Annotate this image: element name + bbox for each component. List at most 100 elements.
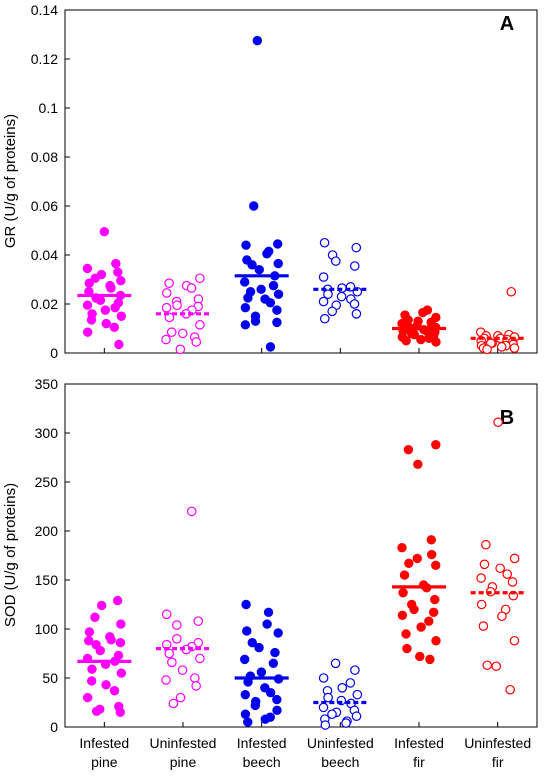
- panel-b-data-point: [495, 563, 505, 574]
- panel-b-data-point: [481, 539, 491, 550]
- panel-a-data-point: [164, 278, 174, 288]
- panel-a-data-point: [166, 327, 177, 337]
- panel-b-data-point: [186, 506, 197, 517]
- panel-b-data-point: [272, 705, 282, 716]
- panel-b-sod: B SOD (U/g of proteins) 0 50 100 150 200 250 3…: [2, 376, 538, 735]
- panel-b-frame: [64, 383, 538, 728]
- panel-a-data-point: [272, 239, 283, 249]
- panel-b-data-point: [243, 717, 253, 727]
- panel-b-data-point: [415, 651, 425, 662]
- panel-b-data-point: [112, 595, 123, 606]
- panel-a-y-axis-title: GR (U/g of proteins): [2, 114, 19, 248]
- panel-b-data-point: [482, 660, 493, 671]
- panel-b-data-marks: [77, 417, 525, 730]
- panel-a-data-point: [318, 296, 329, 307]
- panel-a-data-point: [113, 267, 123, 277]
- x-category-label-line2: fir: [413, 754, 425, 770]
- panel-b-data-point: [351, 711, 362, 722]
- panel-b-data-point: [115, 638, 126, 648]
- panel-b-y-tick-label: 50: [42, 670, 58, 686]
- panel-b-data-point: [479, 559, 490, 570]
- panel-b-data-point: [250, 700, 260, 711]
- x-category-label-line1: Uninfested: [464, 735, 531, 751]
- panel-b-data-point: [399, 570, 410, 580]
- panel-b-data-point: [109, 686, 120, 696]
- panel-b-data-point: [509, 635, 520, 646]
- panel-b-data-point: [84, 636, 94, 646]
- panel-b-data-point: [190, 673, 200, 683]
- panel-b-data-point: [167, 657, 177, 668]
- panel-a-data-point: [327, 306, 338, 317]
- panel-b-data-point: [177, 665, 188, 675]
- panel-b-data-point: [352, 689, 363, 700]
- x-category-label-line2: beech: [243, 754, 281, 770]
- panel-b-y-tick-label: 0: [50, 719, 58, 735]
- panel-a-frame: [64, 9, 538, 354]
- panel-a-letter: A: [500, 13, 514, 35]
- panel-a-data-point: [116, 276, 126, 286]
- panel-b-y-axis-title: SOD (U/g of proteins): [2, 483, 19, 627]
- panel-b-data-point: [90, 612, 100, 622]
- panel-b-data-point: [397, 542, 407, 553]
- panel-a-data-point: [241, 240, 251, 250]
- panel-b-data-point: [401, 629, 411, 639]
- panel-b-data-point: [424, 616, 434, 626]
- panel-b-data-point: [191, 681, 201, 691]
- panel-b-data-point: [341, 718, 351, 728]
- panel-b-data-point: [240, 654, 250, 665]
- panel-b-data-point: [430, 560, 441, 570]
- panel-a-data-point: [409, 329, 419, 340]
- panel-b-data-point: [397, 610, 408, 620]
- panel-b-letter: B: [500, 407, 514, 429]
- panel-b-data-point: [272, 694, 282, 705]
- panel-b-data-point: [256, 667, 267, 677]
- panel-a-data-point: [252, 35, 263, 46]
- panel-a-data-point: [95, 295, 106, 306]
- panel-a-y-tick-label: 0.06: [31, 198, 58, 214]
- panel-b-data-point: [476, 573, 486, 583]
- panel-b-data-point: [115, 707, 125, 717]
- panel-a-data-point: [273, 258, 283, 269]
- panel-b-data-point: [172, 620, 182, 630]
- panel-a-data-point: [191, 337, 202, 347]
- panel-a-data-point: [161, 302, 172, 313]
- panel-b-data-point: [96, 600, 107, 611]
- panel-b-data-point: [193, 616, 204, 626]
- panel-b-data-point: [505, 684, 515, 695]
- panel-a-y-ticks: 0 0.02 0.04 0.06 0.08 0.1 0.12 0.14: [31, 2, 499, 361]
- panel-b-data-point: [431, 636, 441, 646]
- panel-b-data-point: [403, 444, 414, 455]
- panel-b-data-point: [404, 558, 414, 569]
- panel-a-data-point: [100, 305, 111, 315]
- panel-a-data-point: [172, 300, 182, 311]
- panel-b-data-point: [101, 680, 111, 690]
- panel-b-data-point: [476, 599, 487, 610]
- panel-a-data-point: [239, 277, 250, 287]
- panel-b-data-point: [412, 553, 422, 564]
- panel-b-data-point: [82, 692, 93, 703]
- panel-a-data-point: [273, 289, 284, 299]
- panel-b-data-point: [323, 692, 333, 703]
- panel-b-data-point: [84, 627, 95, 637]
- panel-a-data-point: [349, 261, 360, 271]
- panel-b-data-point: [247, 638, 257, 648]
- panel-b-data-point: [241, 599, 251, 610]
- panel-b-data-point: [168, 698, 179, 709]
- panel-a-data-point: [99, 227, 110, 237]
- panel-b-data-point: [345, 678, 356, 688]
- panel-b-data-point: [478, 621, 489, 631]
- panel-b-data-point: [161, 609, 172, 620]
- panel-b-data-point: [175, 692, 186, 703]
- panel-a-data-point: [250, 316, 261, 326]
- panel-b-data-point: [398, 588, 408, 598]
- panel-a-y-tick-label: 0.02: [31, 296, 58, 312]
- panel-a-data-point: [175, 344, 186, 355]
- panel-a-data-point: [195, 320, 205, 330]
- panel-b-data-point: [116, 668, 127, 678]
- x-category-label-line2: pine: [91, 754, 118, 770]
- panel-a-data-point: [336, 291, 347, 302]
- panel-a-data-point: [109, 322, 120, 332]
- panel-b-data-point: [337, 682, 348, 693]
